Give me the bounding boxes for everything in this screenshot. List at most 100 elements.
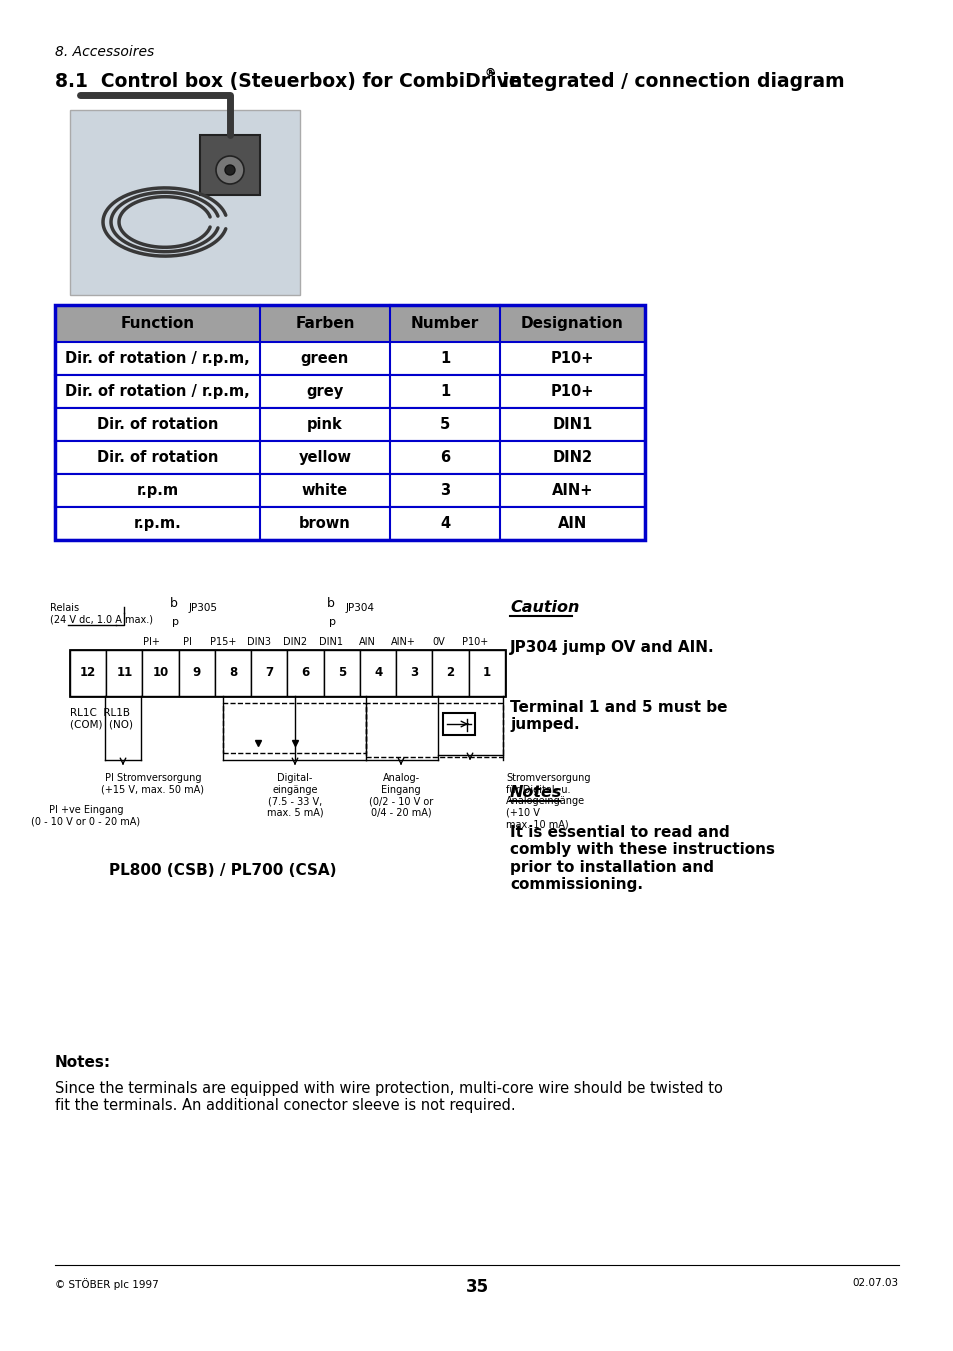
Bar — [70, 650, 504, 696]
Bar — [178, 650, 214, 696]
Text: JP304 jump OV and AIN.: JP304 jump OV and AIN. — [510, 640, 714, 655]
Bar — [366, 703, 502, 757]
Bar — [200, 135, 260, 195]
Bar — [442, 713, 475, 735]
Text: DIN3: DIN3 — [247, 638, 271, 647]
Text: 0V: 0V — [432, 638, 445, 647]
Bar — [287, 650, 323, 696]
Text: b: b — [170, 597, 177, 611]
Text: DIN1: DIN1 — [318, 638, 343, 647]
Text: Dir. of rotation: Dir. of rotation — [96, 417, 218, 432]
Text: 10: 10 — [152, 666, 169, 680]
Text: white: white — [301, 484, 348, 499]
Text: JP305: JP305 — [189, 603, 218, 613]
Text: Relais
(24 V dc, 1.0 A max.): Relais (24 V dc, 1.0 A max.) — [50, 603, 152, 624]
Text: P10+: P10+ — [550, 384, 594, 399]
Bar — [106, 650, 142, 696]
Bar — [55, 305, 644, 342]
Bar — [359, 650, 395, 696]
Text: 1: 1 — [482, 666, 491, 680]
Text: PI+: PI+ — [142, 638, 159, 647]
Text: P15+: P15+ — [210, 638, 236, 647]
Text: Terminal 1 and 5 must be
jumped.: Terminal 1 and 5 must be jumped. — [510, 700, 727, 732]
Text: green: green — [300, 351, 349, 366]
Text: Analog-
Eingang
(0/2 - 10 V or
0/4 - 20 mA): Analog- Eingang (0/2 - 10 V or 0/4 - 20 … — [369, 773, 433, 817]
Bar — [223, 703, 366, 753]
Text: It is essential to read and
combly with these instructions
prior to installation: It is essential to read and combly with … — [510, 825, 774, 892]
Text: AIN: AIN — [358, 638, 375, 647]
Bar — [55, 305, 644, 540]
Text: Notes:: Notes: — [55, 1055, 111, 1070]
Text: PI +ve Eingang
(0 - 10 V or 0 - 20 mA): PI +ve Eingang (0 - 10 V or 0 - 20 mA) — [31, 805, 140, 827]
Text: 4: 4 — [374, 666, 382, 680]
Text: p: p — [329, 617, 335, 627]
Text: Designation: Designation — [520, 316, 623, 331]
Circle shape — [225, 165, 234, 176]
Text: b: b — [327, 597, 335, 611]
Text: 02.07.03: 02.07.03 — [852, 1278, 898, 1288]
Bar — [55, 342, 644, 376]
Text: 7: 7 — [265, 666, 274, 680]
Text: Function: Function — [120, 316, 194, 331]
Text: Since the terminals are equipped with wire protection, multi-core wire should be: Since the terminals are equipped with wi… — [55, 1081, 722, 1113]
Text: © STÖBER plc 1997: © STÖBER plc 1997 — [55, 1278, 158, 1290]
Text: Number: Number — [411, 316, 478, 331]
Bar — [251, 650, 287, 696]
Bar — [70, 109, 299, 295]
Text: r.p.m: r.p.m — [136, 484, 178, 499]
Circle shape — [215, 155, 244, 184]
Text: Caution: Caution — [510, 600, 578, 615]
Text: Notes: Notes — [510, 785, 561, 800]
Text: pink: pink — [307, 417, 342, 432]
Text: Dir. of rotation / r.p.m,: Dir. of rotation / r.p.m, — [65, 351, 250, 366]
Bar — [55, 376, 644, 408]
Bar — [142, 650, 178, 696]
Text: JP304: JP304 — [346, 603, 375, 613]
Text: 12: 12 — [80, 666, 96, 680]
Text: DIN2: DIN2 — [283, 638, 307, 647]
Text: r.p.m.: r.p.m. — [133, 516, 181, 531]
Text: PI Stromversorgung
(+15 V, max. 50 mA): PI Stromversorgung (+15 V, max. 50 mA) — [101, 773, 204, 794]
Text: Farben: Farben — [294, 316, 355, 331]
Text: grey: grey — [306, 384, 343, 399]
Text: Dir. of rotation: Dir. of rotation — [96, 450, 218, 465]
Text: PL800 (CSB) / PL700 (CSA): PL800 (CSB) / PL700 (CSA) — [110, 863, 336, 878]
Text: 2: 2 — [446, 666, 455, 680]
Text: 6: 6 — [439, 450, 450, 465]
Bar — [55, 440, 644, 474]
Text: 1: 1 — [439, 351, 450, 366]
Text: 9: 9 — [193, 666, 201, 680]
Text: 5: 5 — [337, 666, 346, 680]
Text: DIN2: DIN2 — [552, 450, 592, 465]
Text: ®: ® — [484, 68, 496, 78]
Text: RL1C  RL1B
(COM)  (NO): RL1C RL1B (COM) (NO) — [70, 708, 132, 730]
Bar — [468, 650, 504, 696]
Text: AIN+: AIN+ — [551, 484, 593, 499]
Text: brown: brown — [299, 516, 351, 531]
Bar — [70, 650, 106, 696]
Bar — [55, 408, 644, 440]
Text: 3: 3 — [410, 666, 418, 680]
Text: 4: 4 — [439, 516, 450, 531]
Text: integrated / connection diagram: integrated / connection diagram — [496, 72, 843, 91]
Text: AIN: AIN — [558, 516, 586, 531]
Text: DIN1: DIN1 — [552, 417, 592, 432]
Text: 8.1  Control box (Steuerbox) for CombiDrive: 8.1 Control box (Steuerbox) for CombiDri… — [55, 72, 521, 91]
Text: P10+: P10+ — [550, 351, 594, 366]
Text: Dir. of rotation / r.p.m,: Dir. of rotation / r.p.m, — [65, 384, 250, 399]
Text: Stromversorgung
für Digital- u.
Analogeingänge
(+10 V
max. 10 mA): Stromversorgung für Digital- u. Analogei… — [505, 773, 590, 830]
Bar — [323, 650, 359, 696]
Text: p: p — [172, 617, 179, 627]
Text: AIN+: AIN+ — [390, 638, 415, 647]
Bar — [395, 650, 432, 696]
Bar — [55, 474, 644, 507]
Text: P10+: P10+ — [461, 638, 488, 647]
Text: yellow: yellow — [298, 450, 351, 465]
Text: 5: 5 — [439, 417, 450, 432]
Text: 11: 11 — [116, 666, 132, 680]
Text: 6: 6 — [301, 666, 310, 680]
Bar — [432, 650, 468, 696]
Text: 1: 1 — [439, 384, 450, 399]
Text: Digital-
eingänge
(7.5 - 33 V,
max. 5 mA): Digital- eingänge (7.5 - 33 V, max. 5 mA… — [267, 773, 323, 817]
Bar — [214, 650, 251, 696]
